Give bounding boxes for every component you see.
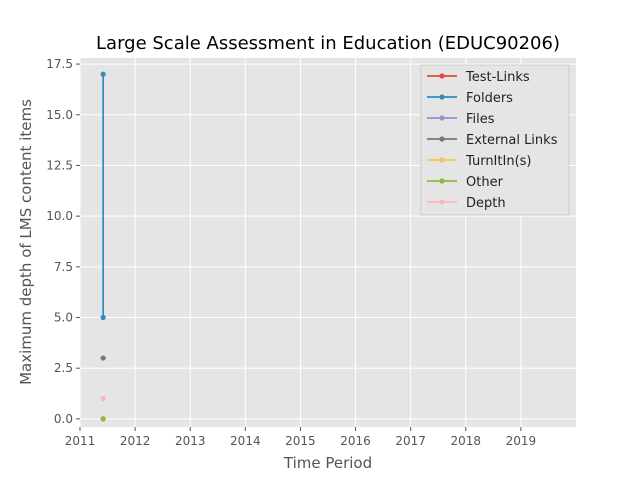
legend-marker (439, 94, 445, 100)
y-tick-label: 5.0 (54, 311, 73, 325)
legend-entry: Folders (427, 91, 513, 106)
legend-label: Files (466, 112, 495, 127)
y-tick-label: 2.5 (54, 361, 73, 375)
legend-marker (439, 157, 445, 163)
y-tick-label: 15.0 (46, 108, 73, 122)
data-point (100, 416, 106, 422)
x-tick-label: 2013 (175, 434, 206, 448)
legend: Test-Links Folders Files External Links Turn… (420, 64, 570, 216)
legend-entry: Test-Links (427, 70, 530, 85)
legend-label: Other (466, 175, 504, 190)
legend-box (420, 64, 570, 216)
legend-label: Folders (466, 91, 513, 106)
y-tick-label: 10.0 (46, 209, 73, 223)
x-tick-label: 2016 (340, 434, 371, 448)
data-point (100, 355, 106, 361)
chart-title: Large Scale Assessment in Education (EDU… (96, 33, 560, 54)
y-tick-label: 0.0 (54, 412, 73, 426)
y-tick-label: 7.5 (54, 260, 73, 274)
x-tick-label: 2017 (395, 434, 426, 448)
y-axis-label: Maximum depth of LMS content items (17, 99, 35, 385)
x-tick-label: 2012 (120, 434, 151, 448)
legend-entry: TurnItIn(s) (427, 154, 531, 169)
x-axis-label: Time Period (283, 454, 372, 472)
y-axis-ticks: 0.0 2.5 5.0 7.5 10.0 12.5 15.0 17.5 (46, 57, 80, 426)
y-tick-label: 12.5 (46, 158, 73, 172)
legend-marker (439, 73, 445, 79)
series-depth (100, 396, 106, 402)
legend-entry: External Links (427, 133, 558, 148)
legend-marker (439, 199, 445, 205)
series-folders (100, 71, 106, 321)
x-tick-label: 2019 (506, 434, 537, 448)
x-axis-ticks: 2011 2012 2013 2014 2015 2016 2017 2018 2019 (65, 427, 536, 448)
y-tick-label: 17.5 (46, 57, 73, 71)
data-point (100, 314, 106, 321)
legend-label: TurnItIn(s) (465, 154, 531, 169)
legend-marker (439, 178, 445, 184)
x-tick-label: 2014 (230, 434, 261, 448)
data-point (100, 71, 106, 77)
legend-label: Test-Links (465, 70, 530, 85)
series-layer (100, 71, 106, 422)
legend-label: External Links (466, 133, 558, 148)
legend-label: Depth (466, 196, 506, 211)
x-tick-label: 2018 (451, 434, 482, 448)
series-external-links (100, 355, 106, 361)
legend-entry: Depth (427, 196, 506, 211)
legend-marker (439, 136, 445, 142)
legend-entry: Files (427, 112, 495, 127)
legend-marker (439, 115, 445, 121)
x-tick-label: 2015 (285, 434, 316, 448)
data-point (100, 396, 106, 402)
legend-entry: Other (427, 175, 504, 190)
series-other (100, 416, 106, 422)
x-tick-label: 2011 (65, 434, 96, 448)
